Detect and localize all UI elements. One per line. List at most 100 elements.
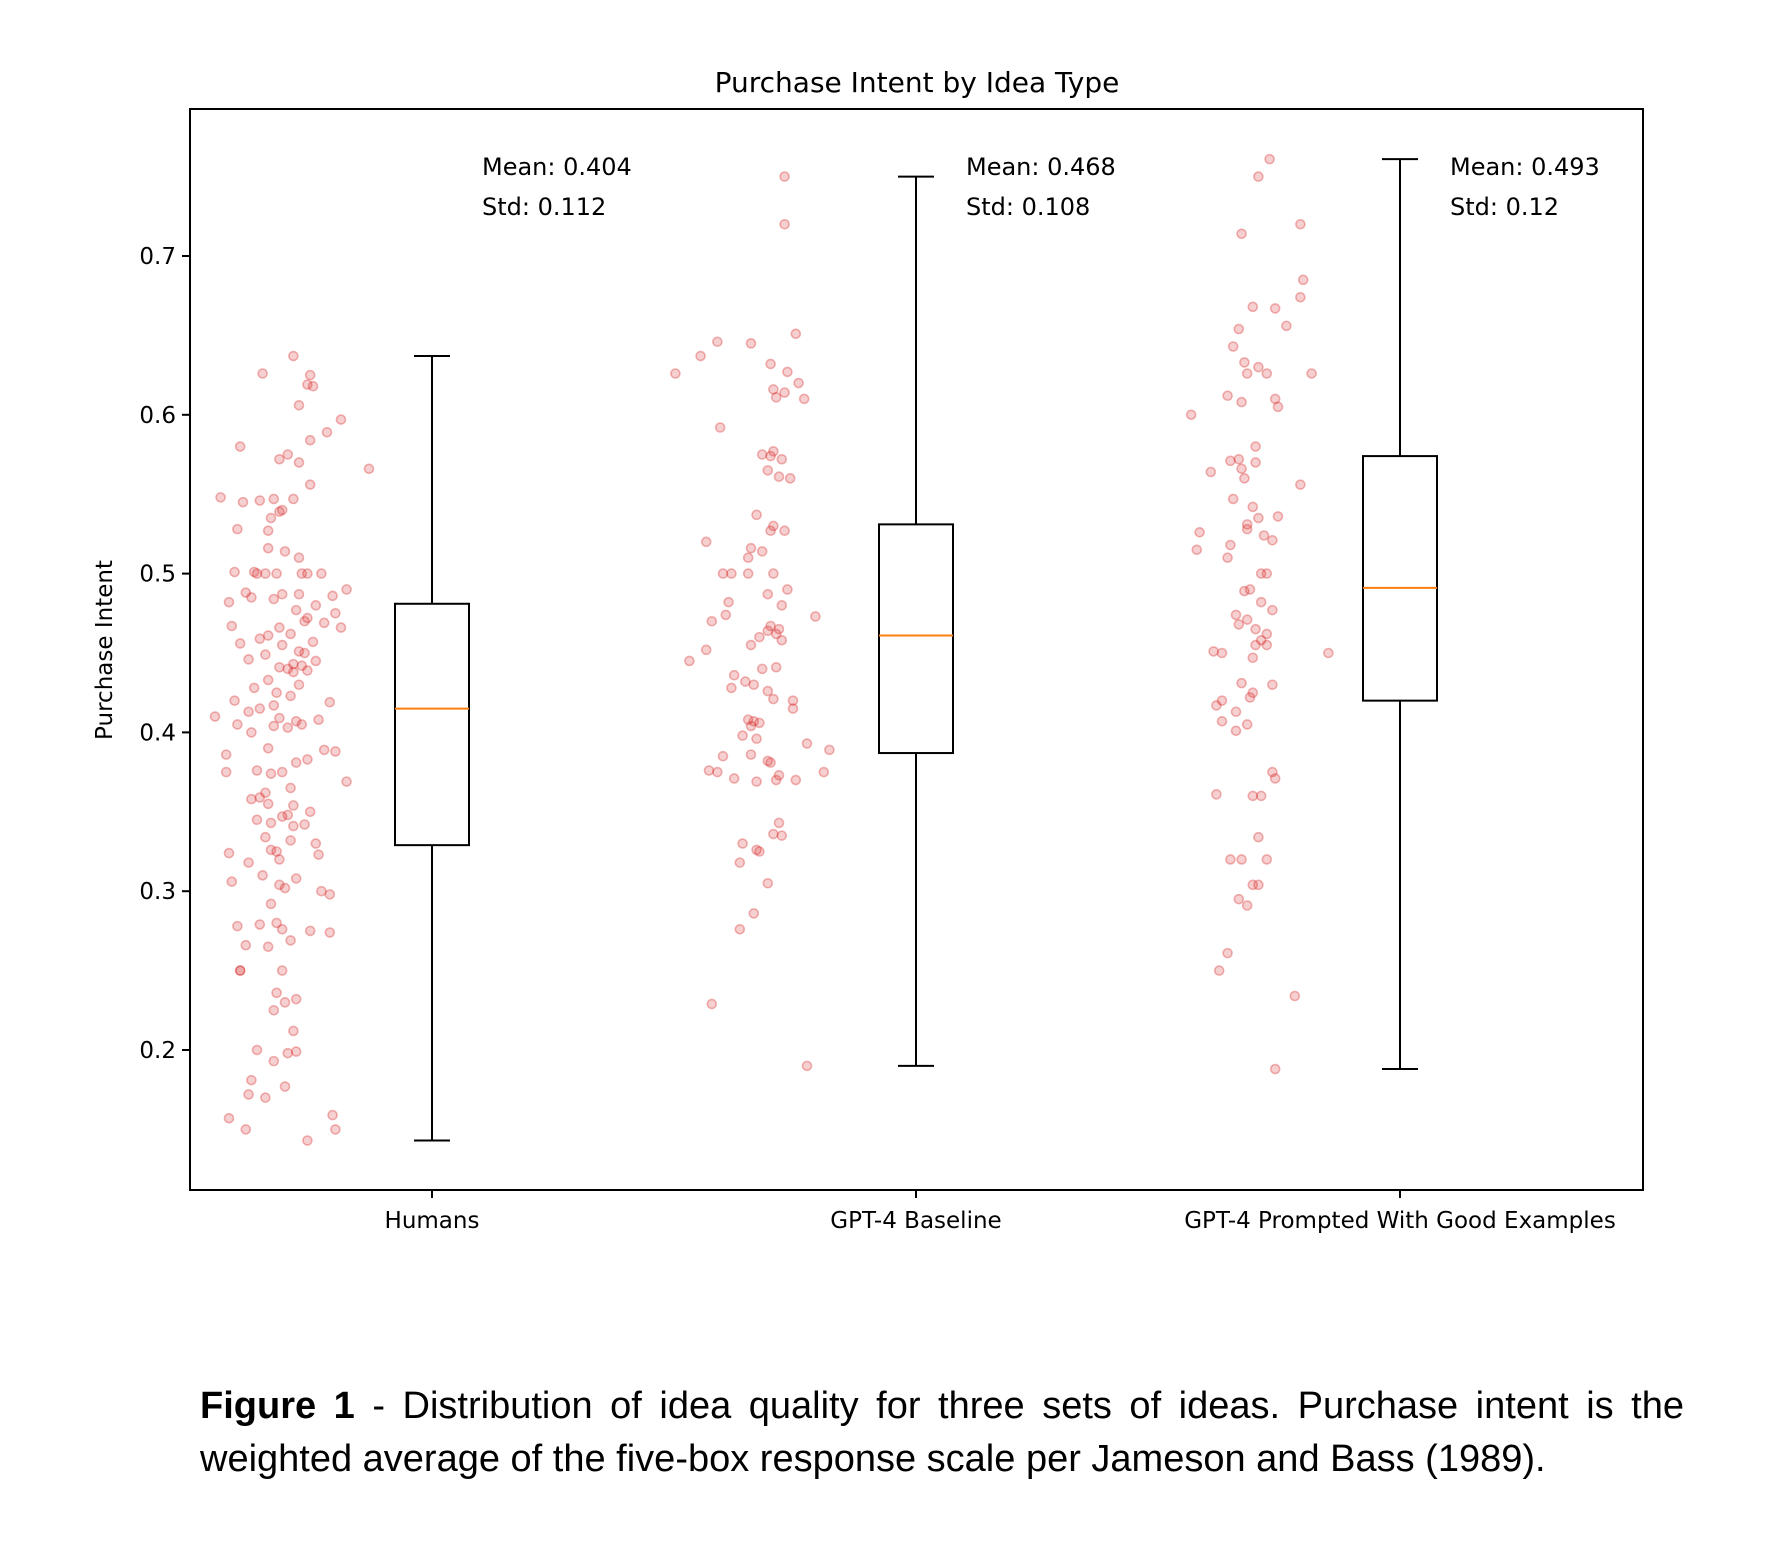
data-point	[1185, 409, 1197, 421]
data-point	[276, 924, 288, 935]
data-point	[268, 1055, 280, 1067]
data-point	[302, 612, 313, 624]
data-point	[1236, 677, 1247, 689]
data-point	[770, 661, 782, 673]
data-point	[737, 838, 748, 849]
data-point	[246, 793, 257, 805]
data-point	[1244, 584, 1256, 595]
data-point	[243, 1089, 254, 1100]
data-point	[1241, 523, 1253, 535]
data-point	[770, 392, 782, 403]
data-point	[282, 1047, 294, 1059]
data-point	[1236, 854, 1247, 865]
data-point	[1236, 228, 1247, 240]
data-point	[271, 987, 282, 999]
data-point	[251, 1044, 263, 1056]
data-point	[728, 773, 740, 784]
data-point	[762, 877, 774, 889]
data-point	[262, 542, 274, 554]
data-point	[779, 171, 790, 182]
data-point	[1261, 639, 1273, 651]
data-point	[288, 493, 299, 505]
data-point	[324, 927, 336, 938]
data-point	[234, 638, 246, 649]
data-point	[1264, 153, 1275, 165]
data-point	[745, 639, 757, 651]
y-tick-label: 0.5	[139, 562, 176, 588]
data-point	[262, 525, 274, 537]
data-point	[779, 525, 790, 537]
data-point	[313, 849, 324, 860]
data-point	[254, 792, 266, 803]
data-point	[276, 588, 288, 600]
data-point	[279, 1081, 291, 1092]
data-point	[770, 774, 782, 786]
data-point	[1269, 1063, 1281, 1075]
data-point	[1281, 320, 1292, 332]
data-point	[335, 414, 347, 425]
data-point	[756, 546, 768, 557]
data-point	[285, 628, 296, 640]
data-point	[1241, 368, 1253, 379]
plot-frame	[189, 108, 1644, 1191]
data-point	[754, 846, 765, 857]
data-point	[363, 463, 375, 475]
data-point	[1255, 568, 1267, 579]
data-point	[742, 552, 754, 564]
data-point	[773, 817, 785, 829]
data-point	[745, 749, 757, 760]
data-point	[1216, 695, 1228, 706]
box-iqr	[394, 602, 470, 847]
data-point	[232, 523, 243, 535]
data-point	[1191, 544, 1203, 556]
data-point	[706, 998, 718, 1010]
data-point	[1216, 715, 1228, 727]
data-point	[1227, 341, 1239, 352]
data-point	[1258, 530, 1270, 541]
data-point	[717, 568, 729, 579]
data-point	[1233, 453, 1245, 465]
data-point	[268, 700, 280, 711]
data-point	[226, 620, 238, 632]
data-point	[1222, 947, 1233, 959]
data-point	[1247, 301, 1259, 313]
data-point	[1253, 361, 1264, 373]
data-point	[1255, 790, 1267, 802]
data-point	[1247, 652, 1259, 664]
data-point	[304, 369, 316, 381]
data-point	[1233, 323, 1245, 335]
caption-text: - Distribution of idea quality for three…	[200, 1385, 1684, 1480]
data-point	[1261, 628, 1273, 640]
box-plot-chart: Purchase Intent by Idea Type Purchase In…	[92, 66, 1644, 1234]
data-point	[740, 676, 751, 687]
data-point	[1222, 552, 1233, 564]
plot-area: 0.2 0.3 0.4 0.5 0.6 0.7 Humans Mean: 0.404 Std: …	[139, 153, 1615, 1234]
data-point	[1227, 493, 1239, 505]
data-point	[751, 509, 762, 521]
data-point	[290, 1046, 302, 1057]
data-point	[1253, 171, 1264, 182]
data-point	[279, 882, 291, 894]
data-point	[276, 504, 288, 516]
data-point	[1250, 457, 1261, 468]
data-point	[1269, 773, 1281, 784]
data-point	[276, 639, 288, 651]
data-point	[768, 520, 779, 532]
data-point	[1269, 393, 1281, 405]
data-point	[310, 655, 322, 667]
data-point	[282, 809, 294, 821]
data-point	[712, 766, 723, 778]
data-point	[229, 695, 240, 706]
data-point	[251, 568, 263, 579]
data-point	[754, 631, 765, 643]
data-point	[293, 399, 305, 411]
data-point	[324, 696, 336, 708]
data-point	[330, 1124, 341, 1135]
data-point	[1250, 441, 1261, 452]
data-point	[1222, 390, 1233, 402]
data-point	[765, 525, 776, 537]
data-point	[700, 536, 712, 548]
data-point	[770, 628, 782, 640]
data-point	[307, 380, 319, 392]
data-point	[1253, 879, 1264, 891]
